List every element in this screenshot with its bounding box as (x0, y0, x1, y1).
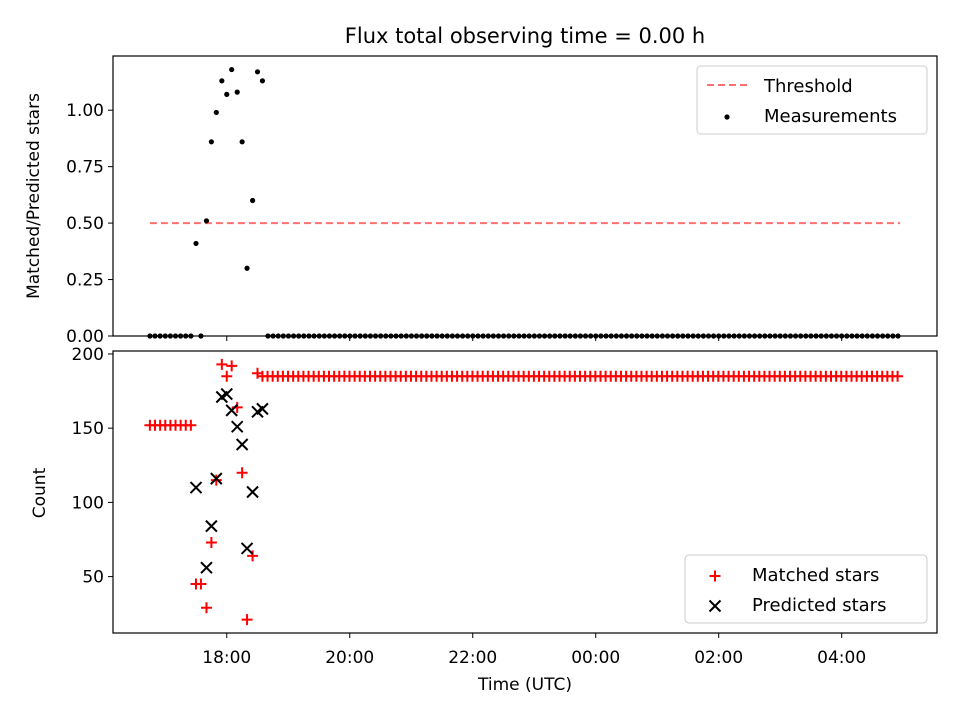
measurements-point-10 (249, 197, 256, 204)
ratio-ytick-label-1: 0.25 (66, 271, 104, 291)
counts-ytick-label-2: 150 (72, 419, 104, 439)
counts-ytick-label-1: 100 (72, 493, 104, 513)
matched-stars-point-7 (226, 360, 238, 372)
counts-legend-box (684, 554, 928, 624)
top-y-axis-label: Matched/Predicted stars (24, 93, 44, 299)
counts-ytick-label-3: 200 (72, 345, 104, 365)
plot-layer: 0.00 0.25 0.50 0.75 1.00 Threshold Measurement… (66, 55, 938, 668)
ratio-ytick-label-0: 0.00 (66, 327, 104, 347)
matched-stars-point-21 (185, 419, 197, 431)
ratio-axes-frame (112, 55, 938, 337)
predicted-stars-point-7 (231, 420, 244, 433)
counts-ytick-label-0: 50 (82, 568, 104, 588)
predicted-stars-point-8 (235, 438, 249, 451)
measurements-point-5 (224, 91, 230, 97)
predicted-stars-point-3 (210, 472, 223, 485)
measurements-point-4 (219, 78, 225, 84)
ratio-ytick-label-4: 1.00 (66, 101, 104, 121)
measurements-point-8 (239, 139, 245, 145)
matched-stars-point-10 (241, 614, 253, 626)
xtick-label-0: 18:00 (202, 648, 251, 668)
ratio-ytick-label-2: 0.50 (66, 214, 104, 234)
matched-stars-point-146 (892, 370, 904, 382)
matched-stars-point-4 (210, 474, 222, 486)
matched-stars-point-6 (221, 370, 233, 382)
ratio-ytick-label-3: 0.75 (66, 158, 104, 178)
predicted-stars-point-1 (200, 561, 213, 574)
chart-title: Flux total observing time = 0.00 h (345, 24, 705, 48)
measurements-point-11 (254, 69, 261, 75)
predicted-stars-point-10 (246, 485, 259, 499)
legend-matched-stars-swatch (709, 570, 721, 582)
matched-stars-point-1 (195, 578, 207, 590)
predicted-stars-point-12 (256, 402, 269, 416)
measurements-point-9 (244, 265, 250, 271)
measurements-point-12 (259, 78, 266, 84)
ratio-legend-box (696, 65, 928, 135)
measurements-point-2 (208, 139, 214, 145)
measurements-point-1 (203, 218, 210, 224)
matched-stars-point-3 (205, 536, 217, 548)
measurements-point-3 (213, 109, 219, 116)
legend-predicted-stars-swatch (708, 599, 722, 613)
xtick-label-5: 04:00 (817, 648, 866, 668)
measurements-point-6 (229, 66, 235, 73)
matched-stars-point-5 (216, 358, 228, 370)
legend-measurements-swatch (724, 114, 730, 120)
xtick-label-3: 00:00 (571, 648, 620, 668)
predicted-stars-point-5 (220, 387, 233, 401)
xtick-label-4: 02:00 (694, 648, 743, 668)
measurements-point-7 (234, 89, 240, 95)
bottom-y-axis-label: Count (30, 467, 50, 518)
xtick-label-2: 22:00 (448, 648, 497, 668)
legend-threshold-label: Threshold (763, 76, 853, 97)
predicted-stars-point-2 (205, 519, 218, 533)
measurements-point-0 (193, 240, 199, 247)
legend-measurements-label: Measurements (764, 106, 897, 127)
x-axis-label: Time (UTC) (477, 675, 572, 695)
predicted-stars-point-9 (240, 542, 254, 555)
xtick-label-1: 20:00 (325, 648, 374, 668)
counts-axes-frame (112, 350, 938, 634)
matched-stars-point-2 (200, 602, 212, 614)
matched-stars-point-11 (247, 550, 259, 562)
legend-predicted-stars-label: Predicted stars (752, 595, 886, 616)
matched-stars-point-9 (236, 467, 248, 479)
predicted-stars-point-6 (225, 404, 238, 417)
legend-matched-stars-label: Matched stars (752, 565, 879, 586)
predicted-stars-point-0 (189, 481, 203, 494)
